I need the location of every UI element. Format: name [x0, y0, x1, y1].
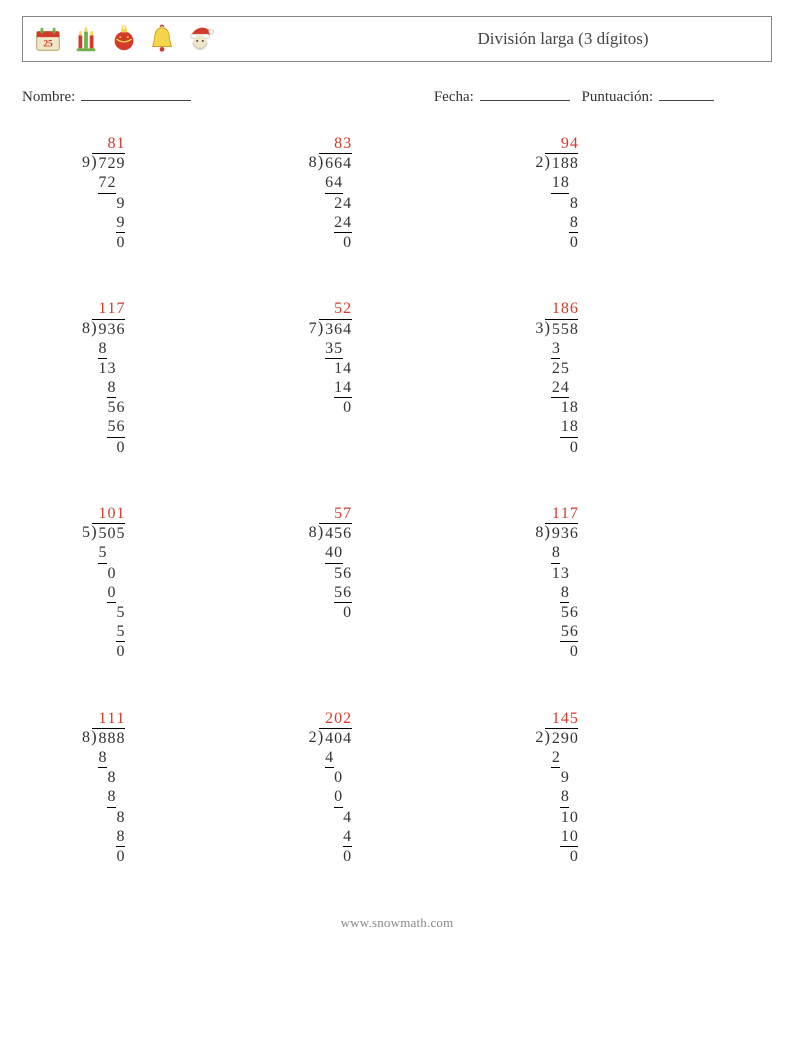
quotient: 57	[319, 504, 352, 523]
long-division: 1863)5583 25 24 18 18 0	[535, 299, 578, 457]
dividend: )290	[545, 728, 578, 748]
name-blank[interactable]	[81, 86, 191, 101]
division-problem: 1118)8888 8 8 8 8 0	[82, 709, 279, 872]
division-problem: 527)36435 14 14 0	[309, 299, 506, 462]
date-label: Fecha:	[434, 89, 474, 105]
long-division: 1015)5055 0 0 5 5 0	[82, 504, 125, 662]
meta-row: Nombre: Fecha: Puntuación:	[22, 86, 772, 106]
quotient: 202	[319, 709, 352, 728]
dividend: )505	[92, 523, 125, 543]
long-division: 942)18818 8 8 0	[535, 134, 578, 252]
quotient: 117	[92, 299, 125, 318]
long-division: 527)36435 14 14 0	[309, 299, 352, 417]
dividend: )558	[545, 319, 578, 339]
division-problem: 1015)5055 0 0 5 5 0	[82, 504, 279, 667]
dividend: )364	[319, 319, 352, 339]
footer-link[interactable]: www.snowmath.com	[22, 915, 772, 931]
division-problem: 819)72972 9 9 0	[82, 134, 279, 257]
quotient: 81	[92, 134, 125, 153]
dividend: )188	[545, 153, 578, 173]
long-division: 819)72972 9 9 0	[82, 134, 125, 252]
quotient: 94	[545, 134, 578, 153]
long-division: 1118)8888 8 8 8 8 0	[82, 709, 125, 867]
division-problem: 1178)9368 13 8 56 56 0	[535, 504, 732, 667]
score-label: Puntuación:	[582, 89, 654, 105]
dividend: )936	[92, 319, 125, 339]
dividend: )404	[319, 728, 352, 748]
quotient: 83	[319, 134, 352, 153]
bauble-icon	[109, 24, 139, 54]
long-division: 1452)2902 9 8 10 10 0	[535, 709, 578, 867]
long-division: 1178)9368 13 8 56 56 0	[82, 299, 125, 457]
long-division: 2022)4044 0 0 4 4 0	[309, 709, 352, 867]
dividend: )729	[92, 153, 125, 173]
header-box: 25 División larga (3 dígitos)	[22, 16, 772, 62]
division-problem: 1178)9368 13 8 56 56 0	[82, 299, 279, 462]
quotient: 145	[545, 709, 578, 728]
name-field: Nombre:	[22, 86, 428, 106]
dividend: )664	[319, 153, 352, 173]
division-problem: 2022)4044 0 0 4 4 0	[309, 709, 506, 872]
quotient: 101	[92, 504, 125, 523]
long-division: 1178)9368 13 8 56 56 0	[535, 504, 578, 662]
division-problem: 942)18818 8 8 0	[535, 134, 732, 257]
worksheet-title: División larga (3 dígitos)	[365, 29, 761, 49]
date-field: Fecha:	[434, 86, 570, 106]
division-problem: 1863)5583 25 24 18 18 0	[535, 299, 732, 462]
division-problem: 838)66464 24 24 0	[309, 134, 506, 257]
score-field: Puntuación:	[582, 86, 714, 106]
bell-icon	[147, 24, 177, 54]
candles-icon	[71, 24, 101, 54]
calendar-25-icon: 25	[33, 24, 63, 54]
header-icons: 25	[33, 24, 215, 54]
quotient: 186	[545, 299, 578, 318]
name-label: Nombre:	[22, 89, 75, 105]
dividend: )888	[92, 728, 125, 748]
long-division: 578)45640 56 56 0	[309, 504, 352, 622]
score-blank[interactable]	[659, 86, 714, 101]
division-problem: 1452)2902 9 8 10 10 0	[535, 709, 732, 872]
svg-text:25: 25	[43, 40, 53, 50]
worksheet-page: 25 División larga (3 dígitos) Nombre: Fe…	[0, 0, 794, 1053]
long-division: 838)66464 24 24 0	[309, 134, 352, 252]
quotient: 111	[92, 709, 125, 728]
dividend: )456	[319, 523, 352, 543]
quotient: 117	[545, 504, 578, 523]
problems-grid: 819)72972 9 9 0 838)66464 24 24 0 942)18…	[22, 134, 772, 871]
division-problem: 578)45640 56 56 0	[309, 504, 506, 667]
santa-icon	[185, 24, 215, 54]
quotient: 52	[319, 299, 352, 318]
dividend: )936	[545, 523, 578, 543]
date-blank[interactable]	[480, 86, 570, 101]
